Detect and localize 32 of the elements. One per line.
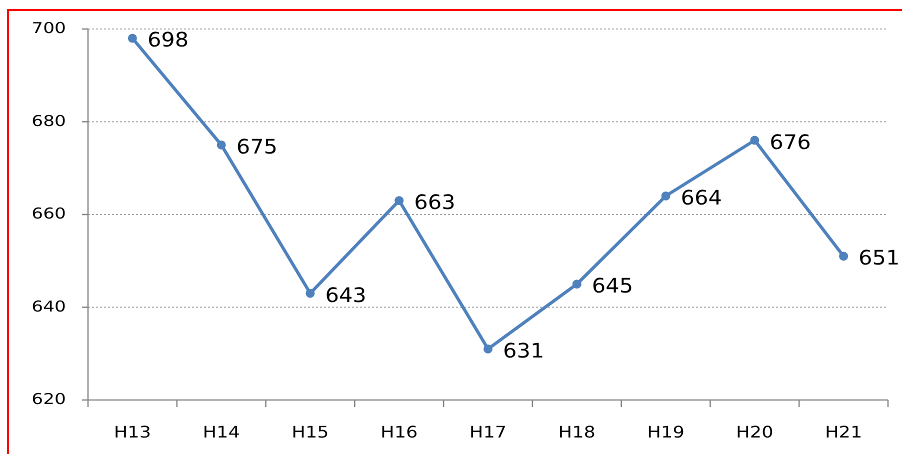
data-label: 643 bbox=[325, 284, 366, 307]
point bbox=[484, 344, 492, 354]
x-tick-label: H17 bbox=[469, 423, 507, 442]
data-label: 663 bbox=[414, 190, 456, 214]
data-label: 645 bbox=[592, 274, 634, 298]
y-tick-label: 640 bbox=[32, 298, 66, 315]
y-tick-label: 700 bbox=[32, 20, 66, 37]
x-tick-label: H16 bbox=[380, 423, 418, 442]
x-tick-label: H14 bbox=[202, 423, 240, 442]
y-tick-label: 620 bbox=[32, 390, 66, 408]
point bbox=[394, 196, 404, 206]
data-label: 675 bbox=[236, 135, 278, 158]
data-label: 676 bbox=[770, 130, 811, 154]
point bbox=[572, 280, 582, 289]
y-tick-label: 660 bbox=[32, 205, 66, 222]
x-tick-label: H20 bbox=[736, 423, 774, 442]
point bbox=[128, 34, 137, 43]
data-label: 651 bbox=[858, 246, 900, 270]
x-tick-label: H19 bbox=[647, 423, 684, 442]
x-tick-label: H18 bbox=[558, 423, 596, 442]
point bbox=[750, 136, 760, 145]
y-tick-label: 680 bbox=[32, 112, 66, 130]
point bbox=[839, 252, 848, 261]
x-tick-label: H15 bbox=[292, 423, 329, 442]
point bbox=[216, 140, 226, 150]
x-tick-label: H21 bbox=[824, 423, 862, 442]
data-label: 698 bbox=[147, 28, 189, 52]
x-tick-label: H13 bbox=[114, 423, 152, 442]
point bbox=[306, 288, 315, 298]
point bbox=[661, 191, 670, 200]
data-label: 664 bbox=[680, 186, 722, 210]
data-label: 631 bbox=[503, 339, 544, 362]
